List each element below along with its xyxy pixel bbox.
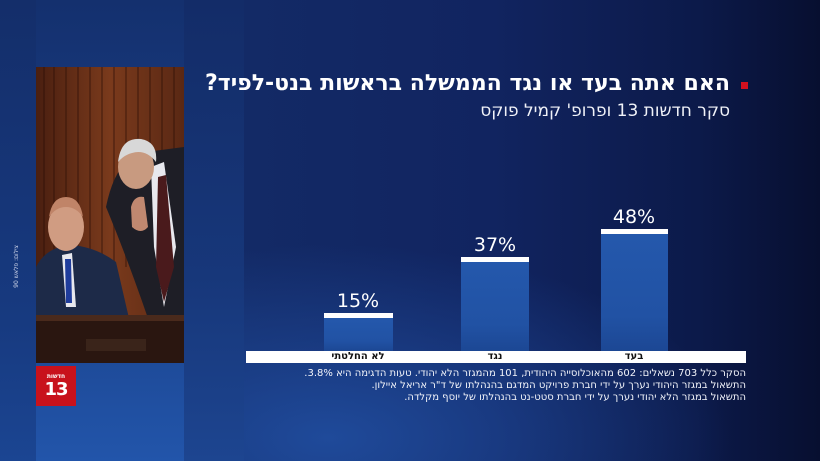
logo-text: חדשות xyxy=(46,372,66,380)
note-line: הסקר כלל 703 נשאלים: 602 מהאוכלוסייה היה… xyxy=(304,368,746,379)
bar-value-undecided: 15% xyxy=(336,290,380,312)
header: האם אתה בעד או נגד הממשלה בראשות בנט-לפי… xyxy=(205,70,730,122)
note-line: התשאול במגזר הלא יהודי נערך על ידי חברת … xyxy=(404,392,746,403)
chart-subtitle: סקר חדשות 13 ופרופ' קמיל פוקס xyxy=(480,101,730,121)
bar-value-for: 48% xyxy=(612,206,656,228)
bar-undecided xyxy=(324,313,393,351)
category-label-undecided: לא החלטתי xyxy=(331,351,385,362)
photo-illustration xyxy=(36,67,184,363)
logo-number: 13 xyxy=(44,378,68,400)
chart-title: האם אתה בעד או נגד הממשלה בראשות בנט-לפי… xyxy=(205,71,730,96)
news-photo xyxy=(36,67,184,363)
bar-against xyxy=(461,257,529,351)
survey-notes: הסקר כלל 703 נשאלים: 602 מהאוכלוסייה היה… xyxy=(246,368,746,404)
note-line: התשאול במגזר היהודי נערך על ידי חברת פרו… xyxy=(371,380,747,391)
category-label-against: נגד xyxy=(487,351,503,362)
left-background-rail xyxy=(0,0,36,461)
channel-13-logo: חדשות 13 xyxy=(36,366,76,406)
title-bullet-icon xyxy=(741,82,748,89)
category-axis-strip xyxy=(246,351,746,363)
bar-for xyxy=(601,229,668,351)
photo-credit: צילום: פלאש 90 xyxy=(13,245,20,288)
bar-value-against: 37% xyxy=(473,234,517,256)
left-panel-shade xyxy=(184,0,244,461)
category-label-for: בעד xyxy=(624,351,644,362)
